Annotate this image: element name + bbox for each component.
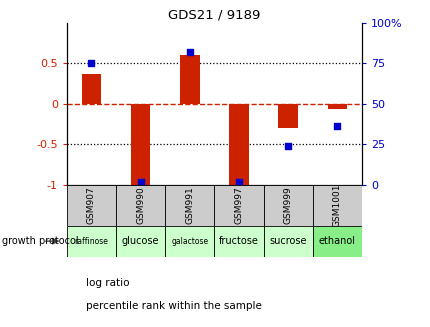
Bar: [130, 104, 150, 186]
Bar: [81, 74, 101, 104]
Text: fructose: fructose: [218, 236, 258, 246]
Text: GSM907: GSM907: [87, 186, 96, 224]
Bar: [312, 185, 361, 226]
Text: ethanol: ethanol: [318, 236, 355, 246]
Bar: [67, 185, 116, 226]
Bar: [312, 226, 361, 257]
Point: [137, 179, 144, 184]
Bar: [116, 185, 165, 226]
Point: [235, 179, 242, 184]
Bar: [214, 185, 263, 226]
Text: GSM1001: GSM1001: [332, 183, 341, 227]
Text: galactose: galactose: [171, 237, 208, 246]
Text: log ratio: log ratio: [86, 278, 129, 288]
Text: glucose: glucose: [122, 236, 159, 246]
Bar: [278, 104, 298, 128]
Text: raffinose: raffinose: [74, 237, 108, 246]
Text: GSM999: GSM999: [283, 186, 292, 224]
Bar: [263, 226, 312, 257]
Bar: [165, 226, 214, 257]
Bar: [229, 104, 248, 186]
Bar: [214, 226, 263, 257]
Bar: [327, 104, 347, 110]
Point: [88, 61, 95, 66]
Bar: [165, 185, 214, 226]
Point: [186, 49, 193, 55]
Bar: [263, 185, 312, 226]
Bar: [67, 226, 116, 257]
Text: GSM997: GSM997: [234, 186, 243, 224]
Text: growth protocol: growth protocol: [2, 236, 79, 246]
Point: [284, 143, 291, 148]
Text: GSM991: GSM991: [185, 186, 194, 224]
Text: GSM990: GSM990: [136, 186, 145, 224]
Point: [333, 124, 340, 129]
Bar: [180, 55, 199, 104]
Title: GDS21 / 9189: GDS21 / 9189: [168, 9, 260, 22]
Bar: [116, 226, 165, 257]
Text: sucrose: sucrose: [269, 236, 306, 246]
Text: percentile rank within the sample: percentile rank within the sample: [86, 301, 261, 311]
